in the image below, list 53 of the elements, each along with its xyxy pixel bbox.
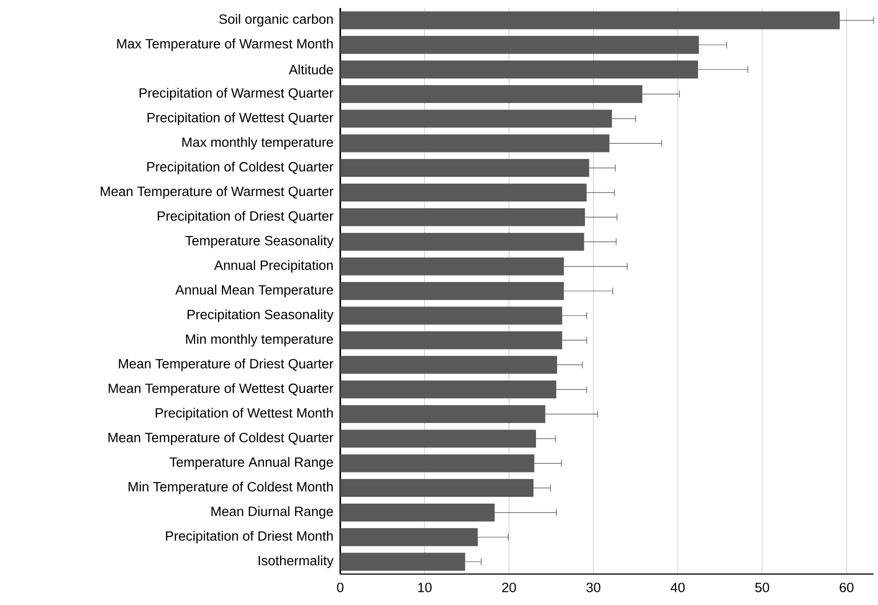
- y-tick-label: Max Temperature of Warmest Month: [117, 38, 333, 52]
- bar: [340, 282, 564, 300]
- bar: [340, 134, 610, 152]
- y-tick-label: Isothermality: [258, 556, 334, 568]
- y-tick-label: Precipitation of Warmest Quarter: [140, 88, 334, 100]
- bar: [340, 11, 840, 30]
- y-tick-label: Min Temperature of Coldest Month: [128, 482, 333, 494]
- y-tick-label: Mean Temperature of Driest Quarter: [118, 358, 334, 372]
- bar: [340, 552, 466, 571]
- bar: [340, 208, 585, 226]
- x-tick-label: 20: [502, 582, 516, 592]
- bar: [340, 184, 587, 202]
- y-tick-label: Mean Temperature of Coldest Quarter: [108, 432, 334, 445]
- y-tick-label: Precipitation of Coldest Quarter: [147, 162, 334, 174]
- bar: [340, 85, 642, 104]
- bar: [340, 257, 564, 276]
- bar: [340, 36, 699, 54]
- x-tick-label: 60: [840, 582, 854, 592]
- x-tick-label: 0: [337, 582, 344, 592]
- y-tick-label: Precipitation of Driest Quarter: [158, 210, 334, 224]
- y-tick-label: Precipitation Seasonality: [188, 309, 334, 322]
- bar: [340, 60, 698, 78]
- bar: [340, 380, 556, 398]
- y-tick-label: Precipitation of Wettest Quarter: [148, 112, 334, 126]
- y-tick-label: Temperature Seasonality: [185, 236, 334, 248]
- bar: [340, 504, 495, 522]
- y-tick-label: Altitude: [288, 64, 333, 74]
- y-tick-label: Mean Temperature of Warmest Quarter: [100, 186, 334, 199]
- bar: [340, 232, 584, 251]
- bar: [340, 110, 612, 128]
- bar: [340, 306, 562, 325]
- y-tick-label: Soil organic carbon: [219, 14, 333, 27]
- bar: [340, 454, 534, 472]
- bar: [340, 159, 590, 177]
- bar: [340, 479, 534, 497]
- y-tick-label: Annual Mean Temperature: [175, 284, 333, 298]
- y-tick-label: Temperature Annual Range: [170, 457, 333, 470]
- x-tick-label: 50: [755, 582, 770, 592]
- y-tick-label: Annual Precipitation: [214, 260, 333, 273]
- bar: [340, 528, 478, 546]
- x-tick-label: 10: [418, 582, 432, 592]
- x-tick-label: 40: [670, 582, 685, 592]
- bar: [340, 331, 562, 350]
- bar: [340, 356, 558, 374]
- y-tick-label: Precipitation of Wettest Month: [156, 408, 333, 420]
- y-tick-label: Mean Temperature of Wettest Quarter: [108, 383, 334, 396]
- bar: [340, 405, 546, 424]
- y-tick-label: Precipitation of Driest Month: [166, 530, 333, 544]
- bar: [340, 430, 536, 448]
- y-tick-label: Mean Diurnal Range: [212, 506, 333, 519]
- y-tick-label: Max monthly temperature: [182, 137, 333, 150]
- x-tick-label: 30: [586, 582, 600, 592]
- y-tick-label: Min monthly temperature: [186, 334, 333, 347]
